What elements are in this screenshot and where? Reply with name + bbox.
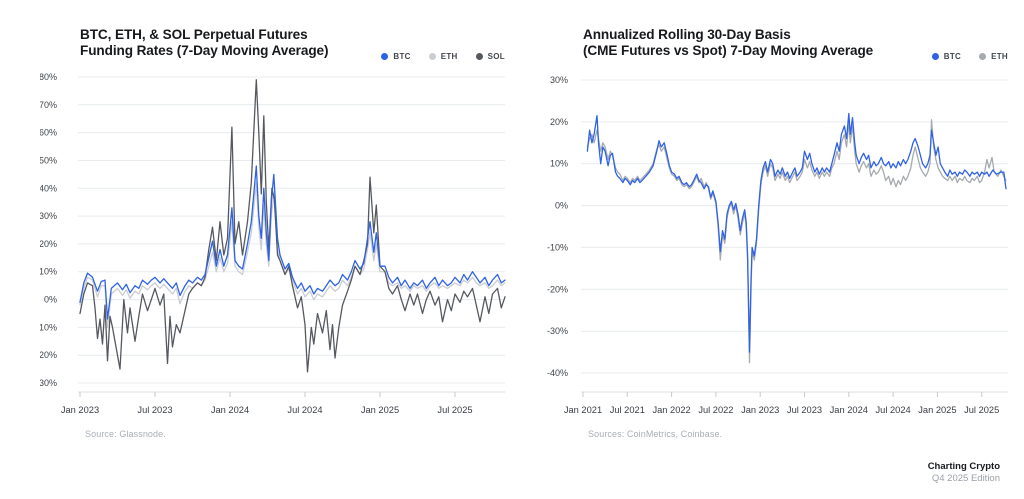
series-line-eth <box>586 119 1007 364</box>
funding-chart-title-line2: Funding Rates (7-Day Moving Average) <box>80 43 329 59</box>
funding-chart-legend: BTC ETH SOL <box>305 52 505 61</box>
legend-dot-icon <box>381 53 389 60</box>
y-axis-tick-label: -20% <box>40 350 57 360</box>
legend-dot-icon <box>979 53 987 60</box>
legend-item-eth: ETH <box>428 52 458 61</box>
basis-chart-legend: BTC ETH <box>808 52 1008 61</box>
x-axis-tick-label: Jan 2022 <box>652 405 690 415</box>
footer-brand: Charting Crypto <box>927 461 1000 472</box>
x-axis-tick-label: Jul 2021 <box>610 405 645 415</box>
series-line-btc <box>79 165 506 320</box>
legend-dot-icon <box>475 53 483 60</box>
x-axis-tick-label: Jan 2023 <box>741 405 779 415</box>
y-axis-tick-label: -10% <box>40 322 57 332</box>
y-axis-tick-label: -30% <box>547 326 568 336</box>
legend-item-btc: BTC <box>931 52 962 61</box>
y-axis-tick-label: 30% <box>550 75 568 85</box>
x-axis-tick-label: Jan 2023 <box>61 405 99 415</box>
legend-dot-icon <box>931 53 939 60</box>
funding-chart-title: BTC, ETH, & SOL Perpetual Futures Fundin… <box>80 27 329 60</box>
basis-chart-title: Annualized Rolling 30-Day Basis (CME Fut… <box>583 27 873 60</box>
y-axis-tick-label: 0% <box>555 201 568 211</box>
x-axis-tick-label: Jan 2021 <box>564 405 602 415</box>
y-axis-tick-label: 60% <box>40 128 57 138</box>
x-axis-tick-label: Jan 2024 <box>211 405 249 415</box>
series-line-sol <box>79 79 506 373</box>
x-axis-tick-label: Jan 2025 <box>361 405 399 415</box>
y-axis-tick-label: 50% <box>40 156 57 166</box>
y-axis-tick-label: 80% <box>40 72 57 82</box>
basis-chart-title-line2: (CME Futures vs Spot) 7-Day Moving Avera… <box>583 43 874 59</box>
x-axis-tick-label: Jul 2024 <box>876 405 911 415</box>
basis-chart-title-line1: Annualized Rolling 30-Day Basis <box>583 27 791 42</box>
y-axis-tick-label: 70% <box>40 100 57 110</box>
basis-chart-plot: 30% 20% 10% 0% -10% -20% -30% -40% Jan 2021 Jul 2… <box>547 75 1008 415</box>
legend-label: BTC <box>943 52 962 61</box>
legend-label: SOL <box>487 52 505 61</box>
funding-chart-plot: 80% 70% 60% 50% 40% 30% 20% 10% 0% -10% -20% -30% Ja… <box>40 72 506 415</box>
legend-dot-icon <box>428 53 436 60</box>
legend-label: BTC <box>393 52 411 61</box>
legend-label: ETH <box>991 52 1008 61</box>
legend-label: ETH <box>440 52 458 61</box>
series-line-btc <box>586 112 1007 353</box>
x-axis-tick-label: Jan 2025 <box>918 405 956 415</box>
funding-chart-source: Source: Glassnode. <box>85 429 166 439</box>
footer-edition: Q4 2025 Edition <box>931 473 1000 485</box>
y-axis-tick-label: 20% <box>40 239 57 249</box>
y-axis-tick-label: 10% <box>40 267 57 277</box>
y-axis-tick-label: 30% <box>40 211 57 221</box>
y-axis-tick-label: -20% <box>547 284 568 294</box>
y-axis-tick-label: 20% <box>550 117 568 127</box>
funding-chart-title-line1: BTC, ETH, & SOL Perpetual Futures <box>80 27 308 42</box>
x-axis-tick-label: Jul 2023 <box>787 405 822 415</box>
legend-item-sol: SOL <box>475 52 505 61</box>
legend-item-btc: BTC <box>381 52 410 61</box>
y-axis-tick-label: 10% <box>550 159 568 169</box>
y-axis-tick-label: -30% <box>40 378 57 388</box>
x-axis-tick-label: Jan 2024 <box>830 405 868 415</box>
y-axis-tick-label: -40% <box>547 368 568 378</box>
y-axis-tick-label: 40% <box>40 183 57 193</box>
x-axis-tick-label: Jul 2024 <box>287 405 322 415</box>
x-axis-tick-label: Jul 2025 <box>964 405 999 415</box>
series-line-eth <box>79 182 506 329</box>
basis-chart-source: Sources: CoinMetrics, Coinbase. <box>588 429 723 439</box>
y-axis-tick-label: 0% <box>44 295 57 305</box>
x-axis-tick-label: Jul 2023 <box>137 405 172 415</box>
legend-item-eth: ETH <box>979 52 1008 61</box>
y-axis-tick-label: -10% <box>547 242 568 252</box>
x-axis-tick-label: Jul 2022 <box>698 405 733 415</box>
edition-footer: Charting Crypto Q4 2025 Edition <box>928 461 1000 486</box>
x-axis-tick-label: Jul 2025 <box>437 405 472 415</box>
